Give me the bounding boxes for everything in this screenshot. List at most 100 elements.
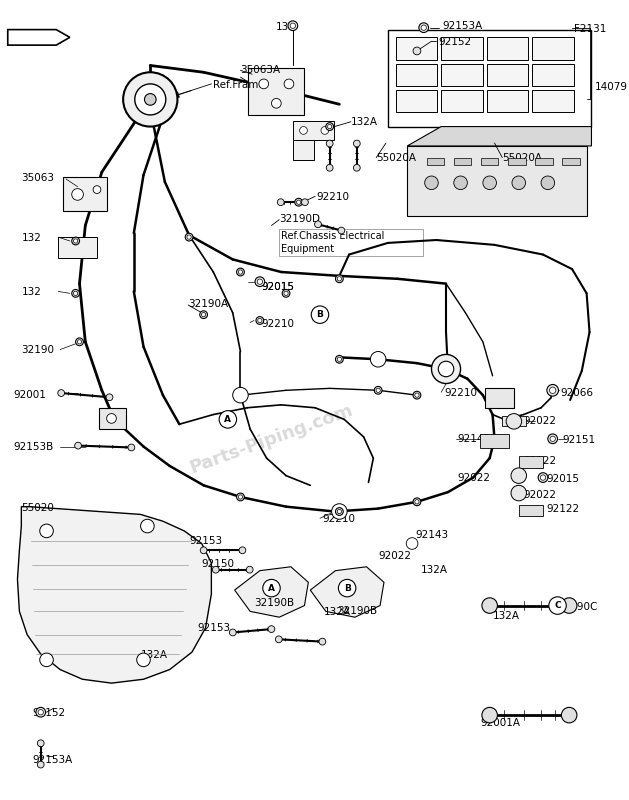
Circle shape — [376, 388, 381, 393]
Circle shape — [37, 740, 44, 746]
Circle shape — [419, 23, 428, 33]
Circle shape — [413, 47, 421, 55]
Text: 132A: 132A — [493, 611, 520, 622]
Bar — [441, 38, 483, 60]
Bar — [63, 177, 107, 211]
Circle shape — [337, 357, 342, 362]
Circle shape — [40, 653, 53, 666]
Circle shape — [219, 410, 237, 428]
Circle shape — [483, 176, 496, 190]
Text: 92210: 92210 — [322, 514, 355, 525]
Text: 132A: 132A — [324, 607, 351, 618]
Polygon shape — [235, 566, 308, 617]
Circle shape — [295, 198, 303, 206]
Text: 92210: 92210 — [444, 388, 477, 398]
Text: A: A — [225, 415, 231, 424]
Bar — [441, 90, 483, 112]
Circle shape — [337, 510, 342, 514]
Circle shape — [415, 393, 419, 398]
Text: 92143: 92143 — [415, 530, 448, 540]
Text: B: B — [343, 584, 350, 593]
Circle shape — [438, 362, 454, 377]
Bar — [279, 230, 423, 257]
Circle shape — [93, 186, 101, 194]
Text: 92022: 92022 — [378, 551, 411, 562]
Text: F2131: F2131 — [574, 24, 606, 34]
Text: Ref.Chassis Electrical: Ref.Chassis Electrical — [281, 231, 384, 242]
Bar — [388, 30, 591, 126]
Circle shape — [301, 199, 308, 206]
Bar — [487, 38, 528, 60]
Circle shape — [421, 25, 426, 30]
Text: 92022: 92022 — [458, 473, 491, 482]
Text: 92153A: 92153A — [32, 755, 72, 765]
Text: 32190B: 32190B — [337, 606, 377, 615]
Circle shape — [141, 519, 154, 533]
Circle shape — [548, 434, 557, 444]
Circle shape — [512, 176, 526, 190]
Text: B: B — [316, 310, 323, 319]
Text: 92066: 92066 — [560, 388, 593, 398]
Circle shape — [335, 355, 343, 363]
Circle shape — [353, 140, 360, 147]
Bar — [407, 146, 587, 216]
Circle shape — [77, 340, 82, 344]
Circle shape — [239, 547, 246, 554]
Circle shape — [314, 221, 321, 228]
Circle shape — [75, 442, 82, 449]
Circle shape — [311, 306, 329, 323]
Circle shape — [413, 498, 421, 506]
Circle shape — [319, 638, 326, 645]
Text: 32190: 32190 — [21, 345, 54, 354]
Circle shape — [296, 200, 301, 204]
Circle shape — [374, 386, 382, 394]
Circle shape — [538, 473, 548, 482]
Text: 32190A: 32190A — [188, 299, 228, 309]
Circle shape — [284, 79, 294, 89]
Circle shape — [511, 486, 526, 501]
Text: Equipment: Equipment — [281, 244, 335, 254]
Circle shape — [331, 504, 347, 519]
Circle shape — [230, 629, 236, 636]
Bar — [396, 38, 437, 60]
Circle shape — [187, 235, 191, 239]
Bar — [503, 417, 526, 426]
Circle shape — [540, 475, 545, 480]
Circle shape — [562, 598, 577, 614]
Circle shape — [338, 579, 356, 597]
Text: 92015: 92015 — [546, 474, 579, 484]
Text: 132A: 132A — [141, 650, 167, 660]
Circle shape — [135, 84, 166, 115]
Circle shape — [284, 291, 288, 295]
Bar — [485, 388, 514, 408]
Circle shape — [406, 538, 418, 550]
Text: 92151: 92151 — [562, 435, 596, 445]
Bar — [99, 408, 126, 429]
Circle shape — [107, 414, 116, 423]
Bar — [532, 63, 574, 86]
Circle shape — [106, 394, 113, 401]
Text: 92153: 92153 — [189, 536, 222, 546]
Text: 35063A: 35063A — [240, 66, 281, 75]
Circle shape — [237, 493, 244, 501]
Circle shape — [549, 597, 566, 614]
Bar — [532, 90, 574, 112]
Text: 32190C: 32190C — [557, 602, 598, 612]
Text: 92153: 92153 — [198, 623, 231, 633]
Circle shape — [145, 94, 156, 106]
Circle shape — [72, 290, 79, 298]
Circle shape — [511, 468, 526, 483]
Circle shape — [263, 579, 281, 597]
Circle shape — [454, 176, 467, 190]
Circle shape — [299, 126, 308, 134]
Circle shape — [74, 239, 78, 243]
Circle shape — [482, 707, 498, 723]
Circle shape — [136, 653, 150, 666]
Bar — [562, 158, 580, 166]
Circle shape — [272, 98, 281, 108]
Bar — [508, 158, 526, 166]
Text: 92210: 92210 — [316, 191, 349, 202]
Circle shape — [282, 290, 290, 298]
Circle shape — [255, 277, 265, 286]
Polygon shape — [8, 30, 70, 45]
